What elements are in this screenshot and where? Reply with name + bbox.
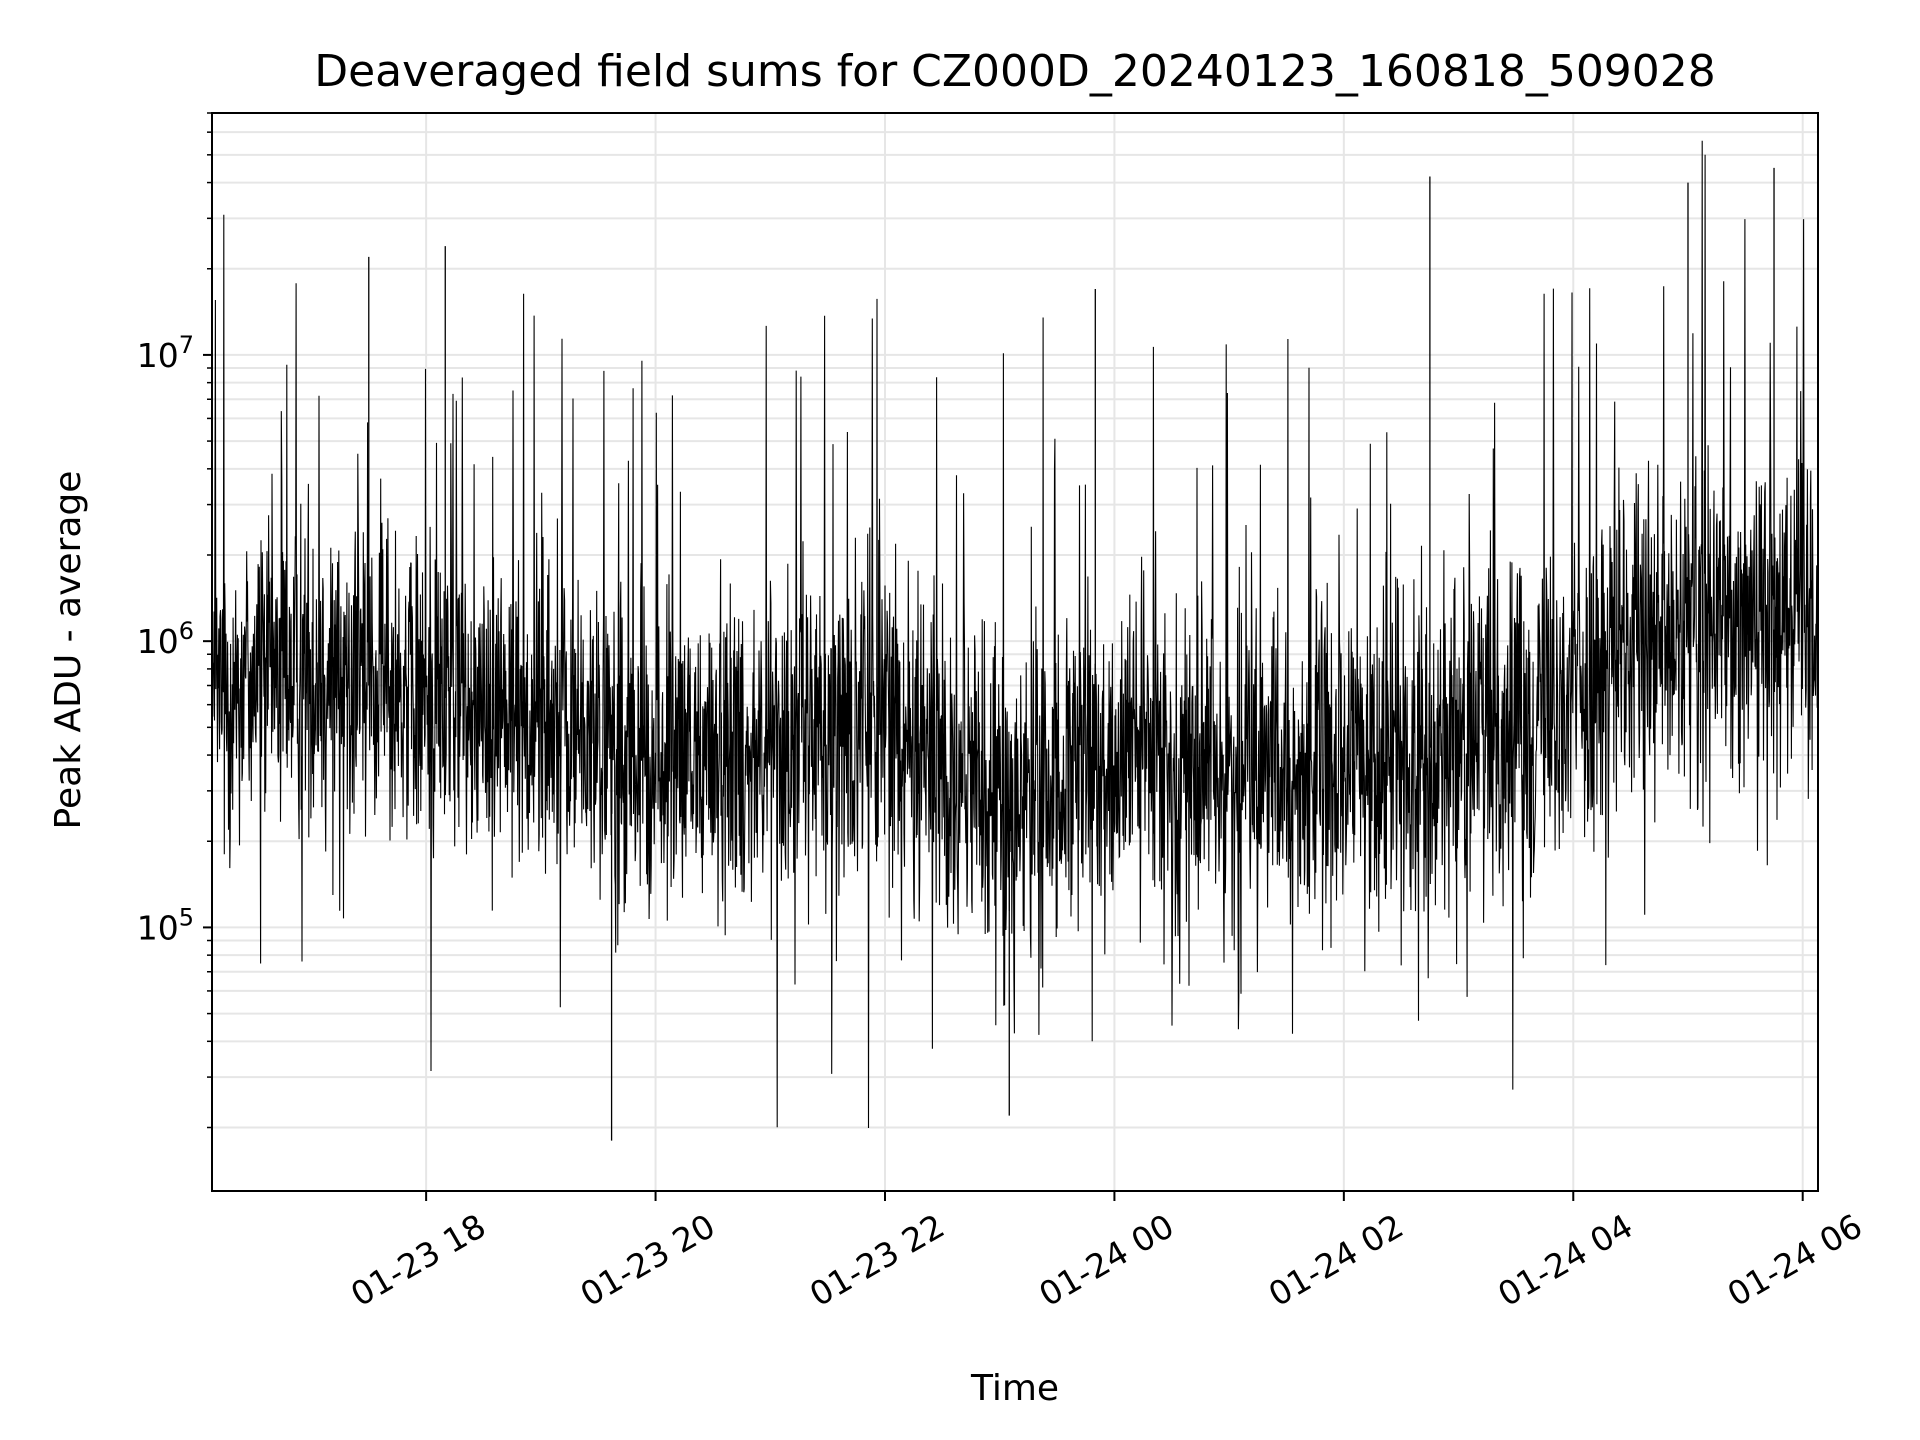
y-tick-label: 105 (137, 903, 194, 947)
y-axis-label: Peak ADU - average (48, 471, 89, 830)
y-tick-label: 106 (137, 617, 194, 661)
chart-title: Deaveraged field sums for CZ000D_2024012… (314, 46, 1716, 97)
series-line (211, 140, 1819, 1129)
y-tick-label: 107 (137, 331, 194, 375)
plot-frame (211, 112, 1819, 1192)
x-axis-label: Time (970, 1368, 1059, 1409)
data-layer (211, 140, 1819, 1141)
